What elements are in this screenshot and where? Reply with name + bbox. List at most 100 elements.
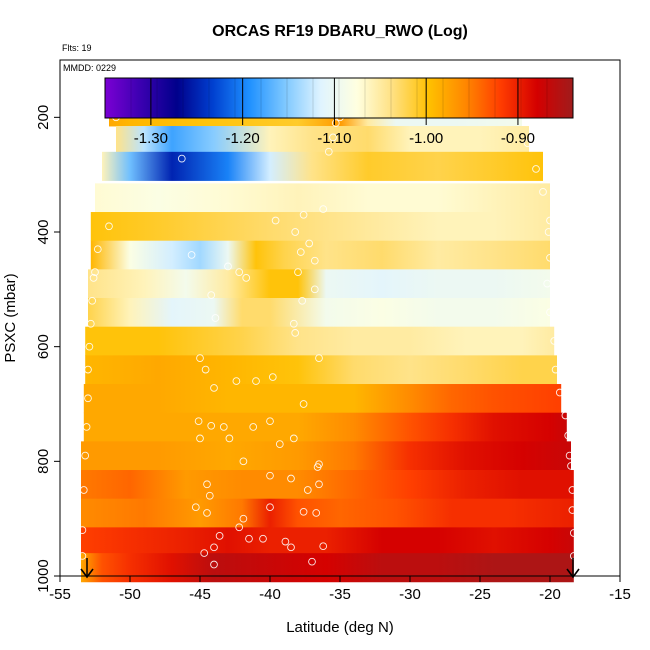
y-tick-label: 200 bbox=[35, 105, 52, 130]
sample-point bbox=[544, 228, 553, 236]
sample-point bbox=[523, 139, 532, 147]
sample-point bbox=[287, 543, 295, 552]
heatmap-layer bbox=[81, 97, 574, 583]
sample-point bbox=[546, 216, 554, 225]
sample-point bbox=[224, 262, 232, 271]
sample-point bbox=[225, 434, 234, 443]
y-tick-label: 800 bbox=[35, 449, 52, 474]
sample-point bbox=[289, 319, 298, 328]
heatmap-band bbox=[90, 212, 551, 242]
sample-point bbox=[567, 462, 575, 470]
colorbar-frame bbox=[104, 77, 574, 119]
sample-point bbox=[79, 486, 88, 494]
sample-point bbox=[539, 188, 547, 196]
sample-point bbox=[555, 388, 564, 397]
sample-point bbox=[196, 354, 204, 362]
sample-point bbox=[191, 503, 200, 512]
sample-point bbox=[196, 434, 204, 443]
sample-point bbox=[319, 542, 328, 551]
flights-label: Flts: 19 bbox=[62, 43, 92, 53]
sample-point bbox=[296, 248, 305, 256]
sample-point bbox=[82, 423, 91, 431]
sample-point bbox=[266, 503, 274, 512]
date-label: MMDD: 0229 bbox=[63, 63, 116, 73]
sample-point bbox=[91, 268, 99, 276]
sample-point bbox=[203, 509, 211, 517]
sample-point bbox=[312, 509, 321, 517]
sample-point bbox=[289, 434, 298, 443]
x-tick-label: -45 bbox=[189, 586, 211, 603]
sample-point bbox=[310, 285, 319, 294]
sample-point bbox=[298, 296, 307, 305]
sample-point bbox=[550, 337, 559, 345]
sample-point bbox=[310, 256, 319, 265]
sample-point bbox=[303, 486, 312, 494]
sample-point bbox=[546, 308, 554, 317]
sample-point bbox=[239, 514, 248, 523]
sample-point bbox=[239, 457, 248, 466]
sample-point bbox=[249, 423, 258, 431]
x-tick-label: -40 bbox=[259, 586, 281, 603]
heatmap-band bbox=[81, 498, 574, 528]
sample-point bbox=[232, 377, 241, 385]
sample-point bbox=[565, 451, 574, 460]
y-tick-label: 600 bbox=[35, 334, 52, 359]
sample-point bbox=[89, 274, 98, 282]
y-axis-label: PSXC (mbar) bbox=[2, 273, 19, 362]
y-tick-label: 1000 bbox=[35, 559, 52, 592]
sample-point bbox=[268, 373, 277, 381]
heatmap-band bbox=[88, 269, 550, 299]
sample-point bbox=[84, 394, 92, 403]
sample-point bbox=[543, 279, 552, 288]
sample-point bbox=[266, 471, 274, 480]
sample-point bbox=[281, 537, 290, 546]
sample-point bbox=[200, 549, 209, 557]
colorbar-gradient bbox=[105, 78, 573, 118]
sample-point bbox=[210, 543, 218, 552]
sample-point bbox=[569, 529, 578, 537]
chart-title: ORCAS RF19 DBARU_RWO (Log) bbox=[212, 23, 468, 40]
sample-point bbox=[564, 431, 573, 440]
sample-point bbox=[266, 417, 274, 426]
sample-point bbox=[245, 534, 253, 543]
sample-point bbox=[291, 228, 300, 236]
sample-point bbox=[315, 354, 323, 362]
heatmap-band bbox=[85, 355, 557, 385]
colorbar-tick-label: -1.20 bbox=[226, 130, 260, 147]
sample-point bbox=[235, 268, 244, 276]
x-tick-label: -55 bbox=[49, 586, 71, 603]
x-tick-label: -15 bbox=[609, 586, 631, 603]
heatmap-band bbox=[81, 553, 574, 583]
heatmap-band bbox=[83, 384, 562, 414]
sample-point bbox=[105, 222, 113, 231]
axes: -55 -50 -45 -40 -35 -30 -25 -20 -15 200 400 600 800 1… bbox=[35, 105, 631, 603]
colorbar: -1.30 -1.20 -1.10 -1.00 -0.90 bbox=[104, 77, 574, 147]
heatmap-band bbox=[88, 298, 550, 328]
sample-point bbox=[201, 365, 210, 374]
flight-end-arrow bbox=[566, 558, 580, 579]
sample-point bbox=[207, 291, 216, 299]
sample-point bbox=[305, 239, 314, 248]
sample-point bbox=[81, 451, 90, 460]
sample-point bbox=[211, 314, 220, 322]
heatmap-band bbox=[116, 126, 529, 156]
sample-point bbox=[568, 486, 577, 494]
sample-point bbox=[85, 342, 94, 351]
sample-point bbox=[93, 245, 102, 254]
sample-point bbox=[287, 474, 295, 483]
sample-point bbox=[242, 274, 251, 282]
sample-point bbox=[235, 523, 244, 532]
sample-point bbox=[187, 251, 196, 259]
sample-point bbox=[215, 532, 224, 540]
sample-point bbox=[315, 480, 323, 489]
sample-point bbox=[569, 552, 578, 560]
sample-point bbox=[275, 440, 284, 448]
flight-start-arrow bbox=[80, 558, 94, 579]
sample-point bbox=[532, 165, 540, 173]
sample-point bbox=[561, 411, 570, 420]
plot-frame bbox=[59, 59, 621, 577]
sample-point bbox=[324, 147, 333, 156]
colorbar-tick-label: -1.10 bbox=[317, 130, 351, 147]
sample-point bbox=[259, 534, 267, 543]
